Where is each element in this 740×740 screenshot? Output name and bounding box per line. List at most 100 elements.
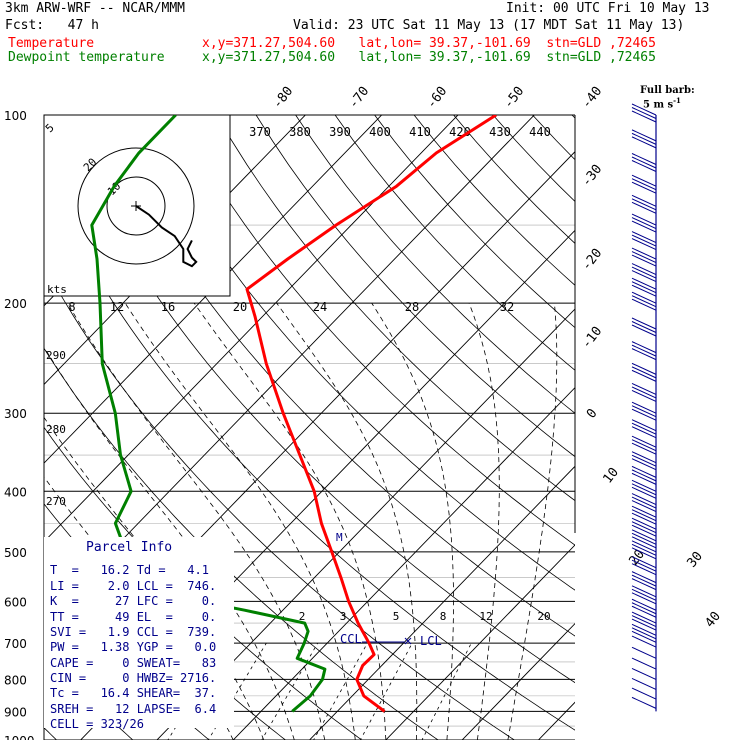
wind-barb <box>631 585 657 605</box>
wind-barb <box>631 667 657 680</box>
dry-adiabat <box>334 115 575 371</box>
moist-adiabat <box>371 302 454 740</box>
wind-barb <box>631 435 657 455</box>
wind-barb <box>631 465 657 485</box>
barb-legend-title: Full barb: <box>640 85 695 96</box>
isotherm <box>385 544 575 740</box>
pressure-label: 400 <box>4 485 27 499</box>
dry-adiabat <box>661 86 740 740</box>
dry-adiabat <box>295 115 575 414</box>
pressure-label: 800 <box>4 673 27 687</box>
wind-barb <box>631 657 657 670</box>
dewpoint-station-info: x,y=371.27,504.60 lat,lon= 39.37,-101.69… <box>202 50 656 65</box>
theta-label: 370 <box>249 125 271 139</box>
wind-barb <box>631 611 657 631</box>
parcel-row: K = 27 LFC = 0. <box>50 594 217 608</box>
parcel-row: T = 16.2 Td = 4.1 <box>50 563 209 577</box>
isotherm-label: -30 <box>579 162 605 190</box>
parcel-row: TT = 49 EL = 0. <box>50 610 217 624</box>
isotherm-label: 10 <box>601 465 622 487</box>
temperature-scale-label: 28 <box>405 300 419 314</box>
dry-adiabat <box>97 115 575 637</box>
wind-barb <box>631 317 657 337</box>
wind-barb <box>631 401 657 421</box>
valid-time: Valid: 23 UTC Sat 11 May 13 (17 MDT Sat … <box>293 18 685 33</box>
pressure-label: 300 <box>4 407 27 421</box>
parcel-row: SREH = 12 LAPSE= 6.4 <box>50 702 217 716</box>
forecast-hour: Fcst: 47 h <box>5 18 99 33</box>
parcel-row: CAPE = 0 SWEAT= 83 <box>50 656 217 670</box>
moist-adiabat <box>507 303 558 740</box>
hodograph-ring <box>77 147 195 265</box>
dry-adiabat-label: 270 <box>46 495 66 508</box>
isotherm <box>461 622 575 740</box>
parcel-row: CIN = 0 HWBZ= 2716. <box>50 671 217 685</box>
mixing-ratio-label: 12 <box>479 610 492 623</box>
wind-barb <box>631 247 657 267</box>
dry-adiabat-label: 280 <box>46 423 66 436</box>
mark-m-label: M <box>336 531 343 544</box>
dry-adiabat <box>584 86 740 740</box>
parcel-info-title: Parcel Info <box>86 540 173 555</box>
wind-barbs <box>631 103 657 712</box>
parcel-row: CELL = 323/26 <box>50 717 144 731</box>
parcel-row: PW = 1.38 YGP = 0.0 <box>50 640 217 654</box>
moist-adiabat <box>124 302 356 740</box>
wind-barb <box>631 263 657 282</box>
wind-barb <box>631 517 657 537</box>
dry-adiabat <box>44 175 575 731</box>
mixing-ratio-label: 8 <box>440 610 447 623</box>
isotherm <box>156 308 575 740</box>
temperature-station-info: x,y=371.27,504.60 lat,lon= 39.37,-101.69… <box>202 36 656 51</box>
isotherm-label: 40 <box>703 609 724 631</box>
dewpoint-legend: Dewpoint temperature <box>8 50 165 65</box>
moist-adiabat <box>44 416 265 740</box>
isotherm-label: -10 <box>579 324 605 352</box>
isotherm-label: -50 <box>501 84 527 112</box>
wind-barb <box>631 383 657 402</box>
mixing-ratio-label: 5 <box>393 610 400 623</box>
wind-barb <box>631 153 657 172</box>
wind-barb <box>631 451 657 471</box>
dry-adiabat <box>58 115 575 684</box>
isotherm <box>232 387 575 740</box>
pressure-label: 900 <box>4 705 27 719</box>
isotherm-label: -60 <box>424 84 450 112</box>
isotherm-label: 30 <box>685 549 706 571</box>
temperature-profile <box>245 115 497 713</box>
isotherm-label: -70 <box>346 84 372 112</box>
dry-adiabat <box>216 115 575 502</box>
init-time: Init: 00 UTC Fri 10 May 13 <box>506 1 710 16</box>
isotherm-label: -20 <box>579 246 605 274</box>
parcel-row: Tc = 16.4 SHEAR= 37. <box>50 686 217 700</box>
theta-label: 390 <box>329 125 351 139</box>
wind-barb <box>631 213 657 233</box>
wind-barb <box>631 194 657 214</box>
wind-barb <box>631 623 657 643</box>
isotherm-label: 0 <box>584 406 601 421</box>
hodograph-trace <box>135 205 198 268</box>
wind-barb <box>631 687 657 700</box>
moist-adiabat <box>67 302 326 740</box>
dry-adiabat <box>137 115 575 591</box>
temperature-scale-label: 16 <box>161 300 175 314</box>
isotherm-label: -40 <box>579 84 605 112</box>
isotherm <box>602 86 740 740</box>
wind-barb <box>631 419 657 439</box>
pressure-label: 1000 <box>4 734 35 740</box>
barb-legend-exponent: -1 <box>673 96 681 105</box>
wind-barb <box>631 677 657 690</box>
mixing-ratio-line <box>261 642 318 740</box>
parcel-info-panel: Parcel Info T = 16.2 Td = 4.1 LI = 2.0 L… <box>44 537 234 731</box>
wind-barb <box>631 505 657 525</box>
dry-adiabat <box>44 347 439 740</box>
theta-label: 400 <box>369 125 391 139</box>
dry-adiabat <box>699 86 740 740</box>
dry-adiabat <box>176 115 575 546</box>
lcl-marker <box>404 637 412 645</box>
mixing-ratio-line <box>313 642 368 740</box>
wind-barb <box>631 635 657 648</box>
dry-adiabat <box>255 115 575 458</box>
wind-barb <box>631 103 657 123</box>
